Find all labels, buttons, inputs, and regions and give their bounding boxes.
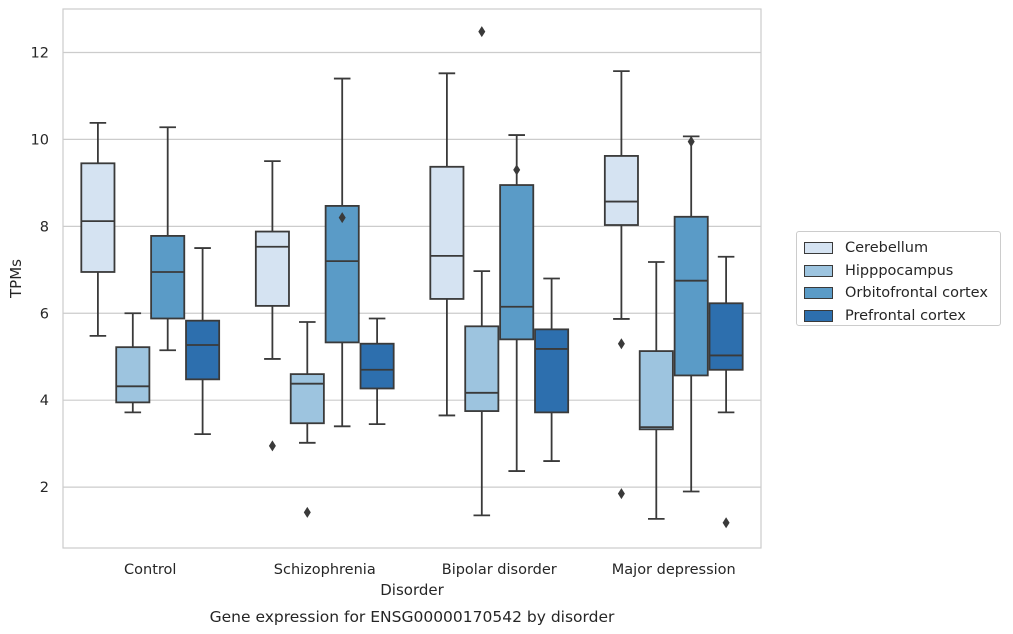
legend-swatch	[804, 309, 833, 322]
outlier-point	[687, 136, 695, 148]
box-hipppocampus	[289, 321, 325, 518]
iqr-box	[150, 235, 186, 320]
box-prefrontal-cortex	[708, 255, 744, 529]
iqr-box	[429, 165, 465, 300]
y-tick-label: 10	[31, 132, 49, 148]
box-hipppocampus	[638, 261, 674, 520]
y-tick-label: 2	[40, 480, 49, 496]
iqr-box	[80, 162, 116, 273]
y-axis-label: TPMs	[7, 259, 25, 299]
box-orbitofrontal-cortex	[150, 126, 186, 352]
legend-item: Prefrontal cortex	[804, 305, 1000, 328]
legend-label: Prefrontal cortex	[845, 307, 966, 324]
legend-label: Orbitofrontal cortex	[845, 285, 988, 302]
legend-swatch	[804, 287, 833, 300]
box-cerebellum	[80, 121, 116, 337]
chart-title: Gene expression for ENSG00000170542 by d…	[210, 608, 615, 626]
legend-swatch	[804, 264, 833, 277]
iqr-box	[534, 328, 570, 414]
box-hipppocampus	[115, 312, 151, 414]
iqr-box	[499, 184, 535, 341]
box-hipppocampus	[464, 26, 500, 517]
box-prefrontal-cortex	[359, 317, 395, 426]
y-tick-label: 6	[40, 306, 49, 322]
iqr-box	[115, 346, 151, 404]
iqr-box	[324, 205, 360, 344]
y-tick-label: 12	[31, 45, 49, 61]
outlier-point	[478, 26, 486, 38]
x-axis-label: Disorder	[380, 581, 444, 599]
x-tick-label: Bipolar disorder	[442, 562, 557, 578]
legend-item: Cerebellum	[804, 237, 1000, 260]
plot-area-frame	[62, 8, 762, 549]
iqr-box	[638, 350, 674, 431]
legend: Cerebellum Hipppocampus Orbitofrontal cort…	[796, 231, 1001, 326]
iqr-box	[185, 319, 221, 381]
outlier-point	[617, 338, 625, 350]
legend-label: Hipppocampus	[845, 262, 954, 279]
outlier-point	[338, 212, 346, 224]
legend-item: Orbitofrontal cortex	[804, 282, 1000, 305]
boxes	[80, 26, 744, 529]
box-orbitofrontal-cortex	[673, 135, 709, 493]
box-orbitofrontal-cortex	[499, 134, 535, 472]
outlier-point	[513, 164, 521, 176]
iqr-box	[289, 373, 325, 425]
x-tick-label: Control	[124, 562, 176, 578]
legend-label: Cerebellum	[845, 240, 929, 257]
outlier-point	[722, 517, 730, 529]
outlier-point	[303, 506, 311, 518]
legend-item: Hipppocampus	[804, 260, 1000, 283]
iqr-box	[254, 230, 290, 307]
y-tick-label: 8	[40, 219, 49, 235]
outlier-point	[268, 440, 276, 452]
box-prefrontal-cortex	[534, 277, 570, 462]
box-cerebellum	[254, 160, 290, 452]
iqr-box	[359, 342, 395, 390]
box-cerebellum	[603, 70, 639, 500]
x-axis-ticks: Control Schizophrenia Bipolar disorder Majo…	[124, 562, 736, 578]
iqr-box	[708, 302, 744, 371]
iqr-box	[464, 325, 500, 412]
y-tick-label: 4	[40, 393, 49, 409]
iqr-box	[673, 215, 709, 377]
box-orbitofrontal-cortex	[324, 77, 360, 428]
x-tick-label: Major depression	[612, 562, 736, 578]
box-prefrontal-cortex	[185, 247, 221, 436]
y-axis-ticks: 2 4 6 8 10 12	[31, 45, 49, 496]
box-cerebellum	[429, 72, 465, 417]
x-tick-label: Schizophrenia	[274, 562, 376, 578]
legend-swatch	[804, 242, 833, 255]
outlier-point	[617, 488, 625, 500]
iqr-box	[603, 155, 639, 226]
